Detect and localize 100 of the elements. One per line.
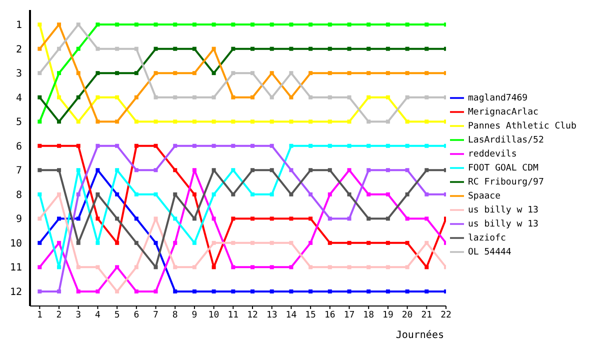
legend-label: MerignacArlac [468,107,538,118]
point [270,289,274,294]
point [366,265,371,270]
point [38,144,42,148]
point [424,46,429,51]
x-tick-label: 16 [324,310,336,320]
point [76,95,80,100]
point [154,71,158,76]
point [96,216,100,221]
point [57,22,62,27]
point [250,95,255,100]
point [250,192,255,196]
point [347,265,352,270]
point [424,120,429,124]
point [250,71,255,76]
point [386,22,390,27]
point [270,95,274,100]
point [289,192,294,196]
point [76,216,80,221]
point [366,192,371,196]
x-tick-label: 22 [440,310,452,320]
point [328,22,332,27]
point [424,192,429,196]
point [76,71,80,76]
point [366,120,371,124]
y-tick-label: 5 [16,117,22,128]
point [76,46,80,51]
legend-label: Spaace [468,191,501,202]
point [192,22,196,27]
point [115,265,120,270]
point [76,120,80,124]
point [424,95,429,100]
point [347,71,352,76]
point [250,168,255,172]
point [154,216,158,221]
y-tick-label: 8 [16,190,22,201]
point [250,240,255,245]
point [115,144,120,148]
x-tick-label: 11 [228,310,239,320]
legend-label: Pannes Athletic Club [468,121,576,132]
point [134,240,138,245]
point [57,71,62,76]
point [57,240,62,245]
point [173,144,178,148]
point [57,144,62,148]
point [38,192,42,196]
point [173,240,178,245]
point [289,289,294,294]
point [38,168,42,172]
point [115,216,120,221]
x-tick-label: 2 [56,310,62,320]
point [231,192,236,196]
x-tick-label: 6 [134,310,140,320]
point [308,120,313,124]
y-tick-label: 12 [10,286,22,298]
point [289,22,294,27]
point [328,265,332,270]
point [270,144,274,148]
point [328,144,332,148]
point [405,289,410,294]
legend-label: us billy w 13 [468,205,538,216]
point [76,168,80,172]
point [386,216,390,221]
point [405,240,410,245]
point [405,95,410,100]
point [289,71,294,76]
point [154,22,158,27]
point [173,216,178,221]
point [192,240,196,245]
point [96,22,100,27]
point [328,192,332,196]
point [96,95,100,100]
point [231,22,236,27]
point [270,22,274,27]
point [192,265,196,270]
point [134,168,138,172]
point [289,168,294,172]
point [173,95,178,100]
point [134,192,138,196]
point [270,71,274,76]
point [424,71,429,76]
point [366,22,371,27]
point [57,168,62,172]
point [308,265,313,270]
point [328,46,332,51]
point [38,71,42,76]
legend-label: magland7469 [468,93,528,104]
point [115,240,120,245]
point [347,216,352,221]
point [192,71,196,76]
y-tick-label: 10 [10,238,22,250]
point [192,46,196,51]
y-tick-label: 3 [16,68,22,80]
point [231,240,236,245]
point [96,192,100,196]
point [289,216,294,221]
point [250,265,255,270]
point [96,168,100,172]
point [405,192,410,196]
point [231,168,236,172]
